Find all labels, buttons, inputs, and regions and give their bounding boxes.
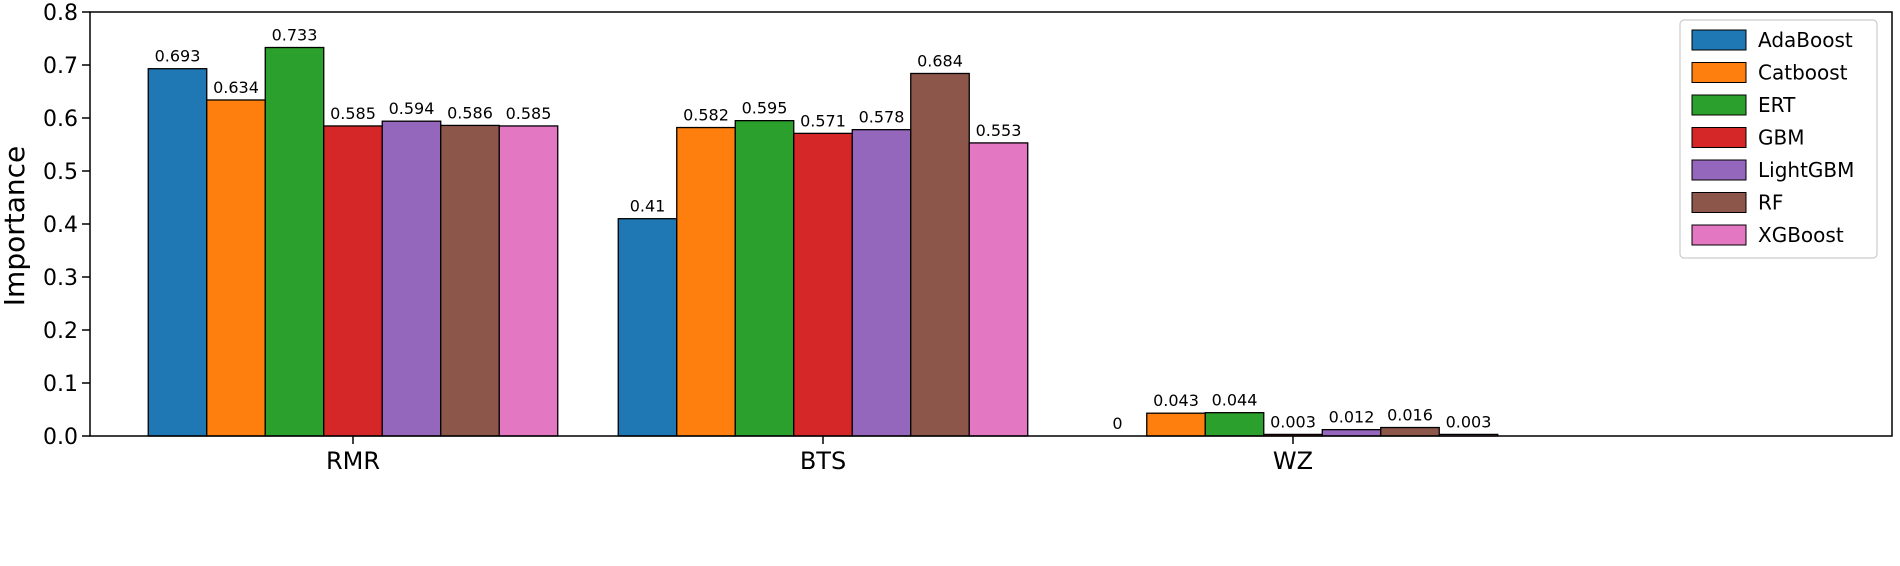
y-tick-label: 0.1 <box>43 372 78 397</box>
data-label: 0.634 <box>213 78 259 97</box>
y-tick-label: 0.4 <box>43 213 78 238</box>
bar-ert-rmr <box>264 46 325 437</box>
y-tick-label: 0.7 <box>43 54 78 79</box>
legend-label-lightgbm: LightGBM <box>1758 158 1854 182</box>
data-label: 0.012 <box>1329 408 1375 427</box>
legend-swatch-adaboost <box>1691 29 1747 51</box>
legend-swatch-catboost <box>1691 62 1747 83</box>
bar-rf-rmr <box>440 124 500 437</box>
data-label: 0.582 <box>683 106 729 125</box>
legend-label-ert: ERT <box>1758 93 1796 117</box>
data-label: 0.693 <box>155 47 201 66</box>
y-tick-label: 0.2 <box>43 319 78 344</box>
bar-rf-wz <box>1380 426 1440 437</box>
data-label: 0.003 <box>1270 412 1316 431</box>
data-label: 0.594 <box>389 99 435 118</box>
bar-lightgbm-wz <box>1321 428 1382 437</box>
bar-lightgbm-bts <box>851 129 912 437</box>
bar-rf-bts <box>910 72 970 437</box>
bar-ert-wz <box>1204 412 1265 437</box>
bar-gbm-rmr <box>323 125 383 437</box>
data-label: 0.684 <box>917 51 963 70</box>
legend-label-adaboost: AdaBoost <box>1758 28 1853 52</box>
x-tick-label: BTS <box>800 447 846 475</box>
y-tick-label: 0.8 <box>43 1 78 26</box>
y-tick-label: 0.0 <box>43 425 78 450</box>
bar-catboost-rmr <box>206 99 266 437</box>
y-tick-label: 0.6 <box>43 107 78 132</box>
data-label: 0.585 <box>330 104 376 123</box>
bar-xgboost-bts <box>968 142 1029 437</box>
bar-catboost-wz <box>1146 412 1206 437</box>
bar-adaboost-bts <box>617 218 678 437</box>
legend-label-catboost: Catboost <box>1758 61 1848 85</box>
data-label: 0.553 <box>976 121 1022 140</box>
y-axis-title: Importance <box>0 146 31 306</box>
legend-label-gbm: GBM <box>1758 126 1804 150</box>
data-label: 0.41 <box>630 197 666 216</box>
legend: AdaBoost Catboost ERT GBM LightGBM RF XGBoost <box>1679 19 1878 259</box>
legend-swatch-lightgbm <box>1691 159 1747 181</box>
legend-swatch-rf <box>1691 192 1747 213</box>
data-label: 0.585 <box>506 104 552 123</box>
x-tick-label: RMR <box>326 447 380 475</box>
legend-swatch-gbm <box>1691 127 1747 148</box>
y-tick-label: 0.3 <box>43 266 78 291</box>
data-label: 0.578 <box>859 108 905 127</box>
x-tick-label: WZ <box>1273 447 1313 475</box>
data-label: 0.003 <box>1446 412 1492 431</box>
bar-catboost-bts <box>676 126 736 437</box>
legend-swatch-xgboost <box>1691 224 1747 246</box>
axes-frame <box>89 11 1893 437</box>
data-label: 0.595 <box>742 99 788 118</box>
data-label: 0.043 <box>1153 391 1199 410</box>
legend-label-rf: RF <box>1758 191 1783 215</box>
bar-adaboost-rmr <box>147 68 208 437</box>
bar-lightgbm-rmr <box>381 120 442 437</box>
legend-label-xgboost: XGBoost <box>1758 223 1844 247</box>
data-label: 0 <box>1112 414 1122 433</box>
y-tick-label: 0.5 <box>43 160 78 185</box>
plot-area: 0.0 0.1 0.2 0.3 0.4 0.5 0.6 0.7 0.8 0.693 0.634 0.7… <box>43 1 1893 475</box>
data-label: 0.016 <box>1387 406 1433 425</box>
data-label: 0.571 <box>800 111 846 130</box>
bar-ert-bts <box>734 120 795 437</box>
bar-xgboost-rmr <box>498 125 559 437</box>
data-label: 0.733 <box>272 26 318 45</box>
data-label: 0.586 <box>447 103 493 122</box>
data-label: 0.044 <box>1212 391 1258 410</box>
bar-gbm-bts <box>793 132 853 437</box>
legend-swatch-ert <box>1691 94 1747 116</box>
